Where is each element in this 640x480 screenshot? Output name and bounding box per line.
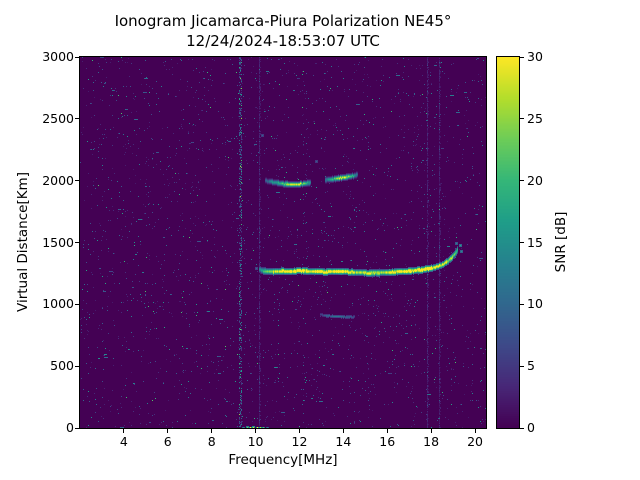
x-tick-label: 4 bbox=[119, 434, 128, 449]
x-tick bbox=[211, 429, 213, 433]
colorbar-tick-label: 25 bbox=[527, 110, 543, 126]
y-tick-label: 2000 bbox=[42, 172, 74, 188]
y-tick-label: 2500 bbox=[42, 110, 74, 126]
y-tick-label: 1500 bbox=[42, 234, 74, 250]
colorbar-tick-label: 5 bbox=[527, 358, 535, 374]
colorbar bbox=[496, 56, 520, 429]
chart-title: Ionogram Jicamarca-Piura Polarization NE… bbox=[114, 12, 452, 30]
colorbar-tick bbox=[520, 242, 524, 243]
x-tick-label: 6 bbox=[163, 434, 172, 449]
y-tick-label: 500 bbox=[50, 358, 74, 374]
plot-area bbox=[79, 56, 487, 429]
x-tick bbox=[255, 429, 257, 433]
x-tick bbox=[386, 429, 388, 433]
colorbar-tick-label: 30 bbox=[527, 49, 543, 64]
colorbar-tick-label: 15 bbox=[527, 234, 543, 250]
x-tick bbox=[474, 429, 476, 433]
y-tick bbox=[75, 427, 79, 429]
y-tick bbox=[75, 180, 79, 182]
y-tick bbox=[75, 56, 79, 58]
x-tick bbox=[342, 429, 344, 433]
y-tick bbox=[75, 118, 79, 120]
plot-canvas bbox=[80, 57, 486, 428]
y-tick-label: 3000 bbox=[42, 49, 74, 64]
x-tick-label: 8 bbox=[207, 434, 216, 449]
x-tick-label: 12 bbox=[291, 434, 308, 449]
x-tick-label: 10 bbox=[247, 434, 264, 449]
x-tick bbox=[123, 429, 125, 433]
colorbar-tick-label: 0 bbox=[527, 420, 535, 435]
colorbar-tick bbox=[520, 427, 524, 429]
colorbar-tick bbox=[520, 303, 524, 305]
colorbar-tick-label: 20 bbox=[527, 172, 543, 188]
y-tick bbox=[75, 242, 79, 243]
colorbar-tick bbox=[520, 180, 524, 182]
colorbar-tick bbox=[520, 365, 524, 367]
x-tick-label: 16 bbox=[379, 434, 396, 449]
x-axis-label: Frequency[MHz] bbox=[228, 452, 338, 468]
x-tick bbox=[298, 429, 300, 433]
colorbar-tick bbox=[520, 118, 524, 120]
y-tick-label: 0 bbox=[66, 420, 74, 435]
y-tick bbox=[75, 365, 79, 367]
x-tick bbox=[167, 429, 169, 433]
colorbar-canvas bbox=[497, 57, 519, 428]
y-tick-label: 1000 bbox=[42, 296, 74, 312]
colorbar-tick bbox=[520, 56, 524, 58]
colorbar-tick-label: 10 bbox=[527, 296, 543, 312]
x-tick-label: 20 bbox=[467, 434, 483, 449]
x-tick bbox=[430, 429, 432, 433]
y-tick bbox=[75, 303, 79, 305]
x-tick-label: 14 bbox=[335, 434, 352, 449]
chart-subtitle: 12/24/2024-18:53:07 UTC bbox=[186, 32, 380, 50]
x-tick-label: 18 bbox=[423, 434, 440, 449]
